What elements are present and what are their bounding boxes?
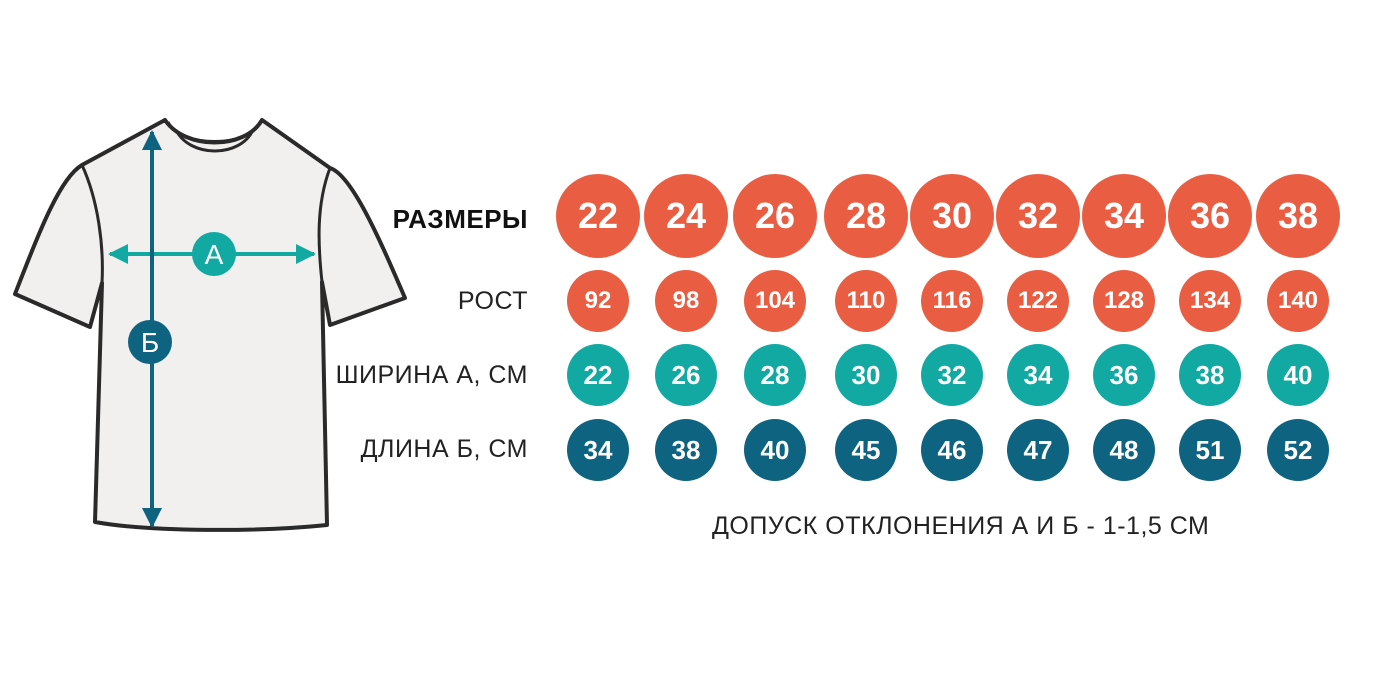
length-marker xyxy=(128,320,172,364)
height-circle: 134 xyxy=(1179,270,1241,332)
label-width: ШИРИНА А, СМ xyxy=(335,361,528,389)
height-circle: 98 xyxy=(655,270,717,332)
height-circle: 128 xyxy=(1093,270,1155,332)
width-circle: 28 xyxy=(744,344,806,406)
length-circle: 48 xyxy=(1093,419,1155,481)
tshirt-collar xyxy=(166,121,262,153)
tshirt-outline xyxy=(13,118,407,532)
size-circle: 22 xyxy=(556,174,640,258)
size-circle: 36 xyxy=(1168,174,1252,258)
size-circle: 28 xyxy=(824,174,908,258)
size-circle: 30 xyxy=(910,174,994,258)
height-circle: 110 xyxy=(835,270,897,332)
length-circle: 46 xyxy=(921,419,983,481)
width-circle: 38 xyxy=(1179,344,1241,406)
length-marker-label: Б xyxy=(141,327,159,358)
width-circle: 32 xyxy=(921,344,983,406)
height-circle: 92 xyxy=(567,270,629,332)
label-sizes: РАЗМЕРЫ xyxy=(392,204,528,234)
width-circle: 36 xyxy=(1093,344,1155,406)
tshirt-diagram: А Б xyxy=(13,118,407,532)
length-circle: 34 xyxy=(567,419,629,481)
width-marker-label: А xyxy=(205,239,224,270)
size-circle: 26 xyxy=(733,174,817,258)
length-circle: 47 xyxy=(1007,419,1069,481)
height-circle: 116 xyxy=(921,270,983,332)
tshirt-sleeve-seams xyxy=(80,164,332,284)
length-circle: 38 xyxy=(655,419,717,481)
height-circle: 122 xyxy=(1007,270,1069,332)
label-length: ДЛИНА Б, СМ xyxy=(360,435,528,463)
length-circle: 51 xyxy=(1179,419,1241,481)
size-circle: 24 xyxy=(644,174,728,258)
height-circle: 104 xyxy=(744,270,806,332)
label-height: РОСТ xyxy=(457,287,528,315)
length-circle: 40 xyxy=(744,419,806,481)
width-circle: 34 xyxy=(1007,344,1069,406)
size-circle: 38 xyxy=(1256,174,1340,258)
height-circle: 140 xyxy=(1267,270,1329,332)
tolerance-note: ДОПУСК ОТКЛОНЕНИЯ А И Б - 1-1,5 СМ xyxy=(712,512,1210,540)
size-circle: 34 xyxy=(1082,174,1166,258)
width-marker xyxy=(192,232,236,276)
size-circle: 32 xyxy=(996,174,1080,258)
width-circle: 40 xyxy=(1267,344,1329,406)
width-circle: 30 xyxy=(835,344,897,406)
width-circle: 26 xyxy=(655,344,717,406)
width-circle: 22 xyxy=(567,344,629,406)
length-circle: 52 xyxy=(1267,419,1329,481)
length-circle: 45 xyxy=(835,419,897,481)
